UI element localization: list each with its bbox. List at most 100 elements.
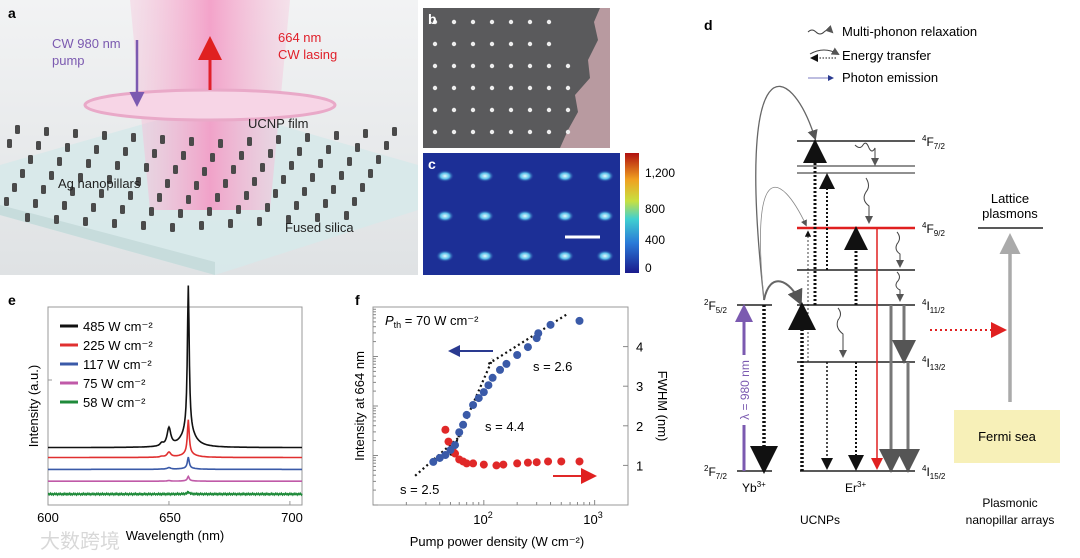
sem-nanopillar — [489, 129, 495, 135]
sem-nanopillar — [546, 129, 552, 135]
colorbar-tick: 800 — [645, 202, 665, 216]
nanopillar — [33, 199, 38, 208]
nanopillar — [339, 171, 344, 180]
nanopillar — [265, 203, 270, 212]
nanopillar — [83, 217, 88, 226]
panel-f-threshold-chart: f Pth = 70 W cm⁻² s = 2.6 s = 4.4 s = 2.… — [352, 292, 670, 549]
nanopillar — [315, 213, 320, 222]
field-hotspot — [436, 250, 454, 262]
intensity-point — [523, 343, 532, 352]
fit-line — [487, 313, 568, 365]
nanopillar — [352, 197, 357, 206]
sem-nanopillar — [527, 19, 533, 25]
field-hotspot — [436, 170, 454, 182]
intensity-point — [534, 329, 543, 338]
nanopillar — [355, 143, 360, 152]
nanopillar — [28, 155, 33, 164]
sem-nanopillar — [451, 63, 457, 69]
nanopillar — [194, 181, 199, 190]
ag-nanopillars — [4, 125, 397, 232]
intensity-point — [462, 410, 471, 419]
nanopillar — [210, 153, 215, 162]
yb-level-label: 2F5/2 — [704, 298, 727, 315]
fused-silica-label: Fused silica — [285, 220, 354, 235]
nanopillar — [131, 133, 136, 142]
nanopillar — [7, 139, 12, 148]
nanopillar — [334, 131, 339, 140]
nanopillar — [49, 171, 54, 180]
legend-entry: 485 W cm⁻² — [83, 319, 153, 334]
fwhm-point — [462, 459, 471, 468]
y-axis-label-left-f: Intensity at 664 nm — [352, 351, 367, 461]
fwhm-point — [444, 437, 453, 446]
sem-nanopillar — [527, 107, 533, 113]
fermi-sea-label: Fermi sea — [978, 429, 1037, 444]
field-hotspot — [556, 170, 574, 182]
nanopillar — [94, 145, 99, 154]
nanopillar — [91, 203, 96, 212]
sem-nanopillar — [546, 85, 552, 91]
plot-frame-e — [47, 306, 303, 506]
intensity-point — [575, 316, 584, 325]
intensity-point — [469, 401, 478, 410]
sem-nanopillar — [470, 107, 476, 113]
sem-nanopillar — [432, 107, 438, 113]
x-tick-label: 650 — [159, 510, 181, 525]
legend-multiphonon: Multi-phonon relaxation — [842, 24, 977, 39]
sem-nanopillar — [470, 41, 476, 47]
fwhm-point — [492, 461, 501, 470]
legend-photon-emission: Photon emission — [842, 70, 938, 85]
energy-transfer-legend-icon — [809, 47, 840, 55]
nanopillar — [141, 221, 146, 230]
field-hotspot — [556, 210, 574, 222]
x-axis-label-f: Pump power density (W cm⁻²) — [410, 534, 584, 549]
nanopillar — [289, 161, 294, 170]
nanopillar — [310, 173, 315, 182]
intensity-point — [488, 373, 497, 382]
slope-annotation: s = 4.4 — [485, 419, 524, 434]
nanopillar — [323, 199, 328, 208]
nanopillar — [189, 137, 194, 146]
sem-nanopillar — [432, 85, 438, 91]
sem-nanopillar — [451, 107, 457, 113]
nanopillar — [231, 165, 236, 174]
panel-c-field-map — [423, 153, 639, 275]
ucnps-label: UCNPs — [800, 513, 840, 527]
colorbar-tick: 0 — [645, 261, 652, 275]
nanopillar — [115, 161, 120, 170]
fwhm-point — [544, 457, 553, 466]
fwhm-point — [469, 459, 478, 468]
nanopillar — [281, 175, 286, 184]
nanopillar — [170, 223, 175, 232]
nanopillar — [326, 145, 331, 154]
sem-nanopillar — [432, 19, 438, 25]
sem-nanopillar — [489, 85, 495, 91]
arrays-label-line1: Plasmonic — [982, 496, 1037, 510]
panel-label-b: b — [428, 11, 437, 27]
nanopillar — [152, 149, 157, 158]
field-hotspot — [556, 250, 574, 262]
spectrum-line — [48, 474, 302, 482]
intensity-point — [484, 381, 493, 390]
nanopillar — [368, 169, 373, 178]
nanopillar — [149, 207, 154, 216]
y-tick-label-right: 1 — [636, 458, 643, 473]
fwhm-point — [557, 457, 566, 466]
nanopillar — [128, 191, 133, 200]
arrays-label-line2: nanopillar arrays — [966, 513, 1055, 527]
nanopillar — [57, 157, 62, 166]
yb-level-label: 2F7/2 — [704, 464, 727, 481]
nanopillar — [239, 151, 244, 160]
nanopillar — [136, 177, 141, 186]
y-tick-label-right: 2 — [636, 419, 643, 434]
sem-nanopillar — [508, 107, 514, 113]
sem-nanopillar — [546, 107, 552, 113]
intensity-point — [546, 320, 555, 329]
er-ion-label: Er3+ — [845, 480, 866, 495]
sem-nanopillar — [508, 63, 514, 69]
sem-nanopillar — [432, 63, 438, 69]
y-axis-label-e: Intensity (a.u.) — [26, 365, 41, 447]
nanopillar — [99, 189, 104, 198]
legend-entry: 58 W cm⁻² — [83, 395, 146, 410]
ucnp-film-label: UCNP film — [248, 116, 308, 131]
